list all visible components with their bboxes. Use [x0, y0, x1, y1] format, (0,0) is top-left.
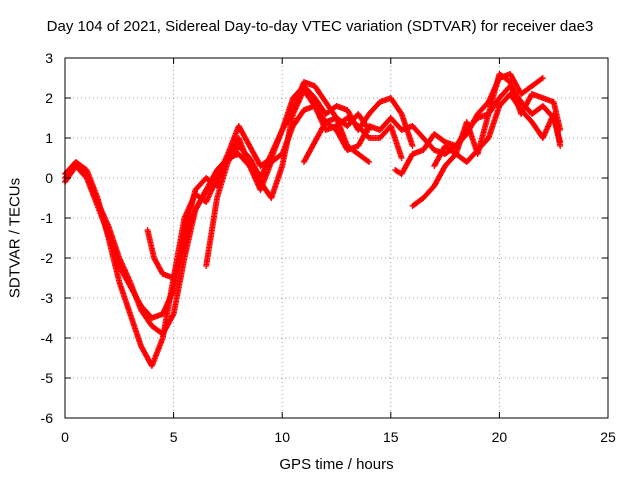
data-point [538, 75, 545, 82]
chart-title: Day 104 of 2021, Sidereal Day-to-day VTE… [46, 18, 594, 35]
x-axis-label: GPS time / hours [279, 456, 394, 473]
x-tick-label: 0 [61, 429, 69, 445]
data-point [539, 75, 546, 81]
y-tick-label: -4 [41, 330, 54, 346]
series-track-5 [203, 83, 416, 269]
y-tick-label: -3 [41, 290, 54, 306]
x-tick-label: 10 [274, 429, 290, 445]
x-tick-label: 15 [383, 429, 399, 445]
data-point [557, 127, 564, 133]
y-tick-label: -6 [41, 410, 54, 426]
data-point [169, 312, 176, 319]
x-tick-label: 25 [600, 429, 616, 445]
y-tick-label: -1 [41, 210, 54, 226]
y-tick-label: -2 [41, 250, 54, 266]
y-tick-label: 2 [45, 90, 53, 106]
axis-ticks: 0 5 10 15 20 25 -6 -5 -4 -3 -2 -1 0 1 2 3 [41, 50, 616, 445]
y-tick-label: 0 [45, 170, 53, 186]
x-tick-label: 5 [170, 429, 178, 445]
data-point [398, 155, 405, 161]
data-series [62, 71, 564, 369]
x-tick-label: 20 [492, 429, 508, 445]
series-track-9 [431, 71, 564, 169]
data-point [202, 188, 209, 195]
series-track-4 [144, 187, 210, 281]
plot-frame [64, 57, 609, 419]
data-point [203, 187, 210, 193]
data-point [364, 158, 371, 165]
data-point [397, 109, 404, 116]
y-tick-label: 3 [45, 50, 53, 66]
data-point [366, 159, 373, 165]
y-tick-label: -5 [41, 370, 54, 386]
y-tick-label: 1 [45, 130, 53, 146]
data-point [557, 143, 564, 149]
data-point [409, 143, 416, 149]
